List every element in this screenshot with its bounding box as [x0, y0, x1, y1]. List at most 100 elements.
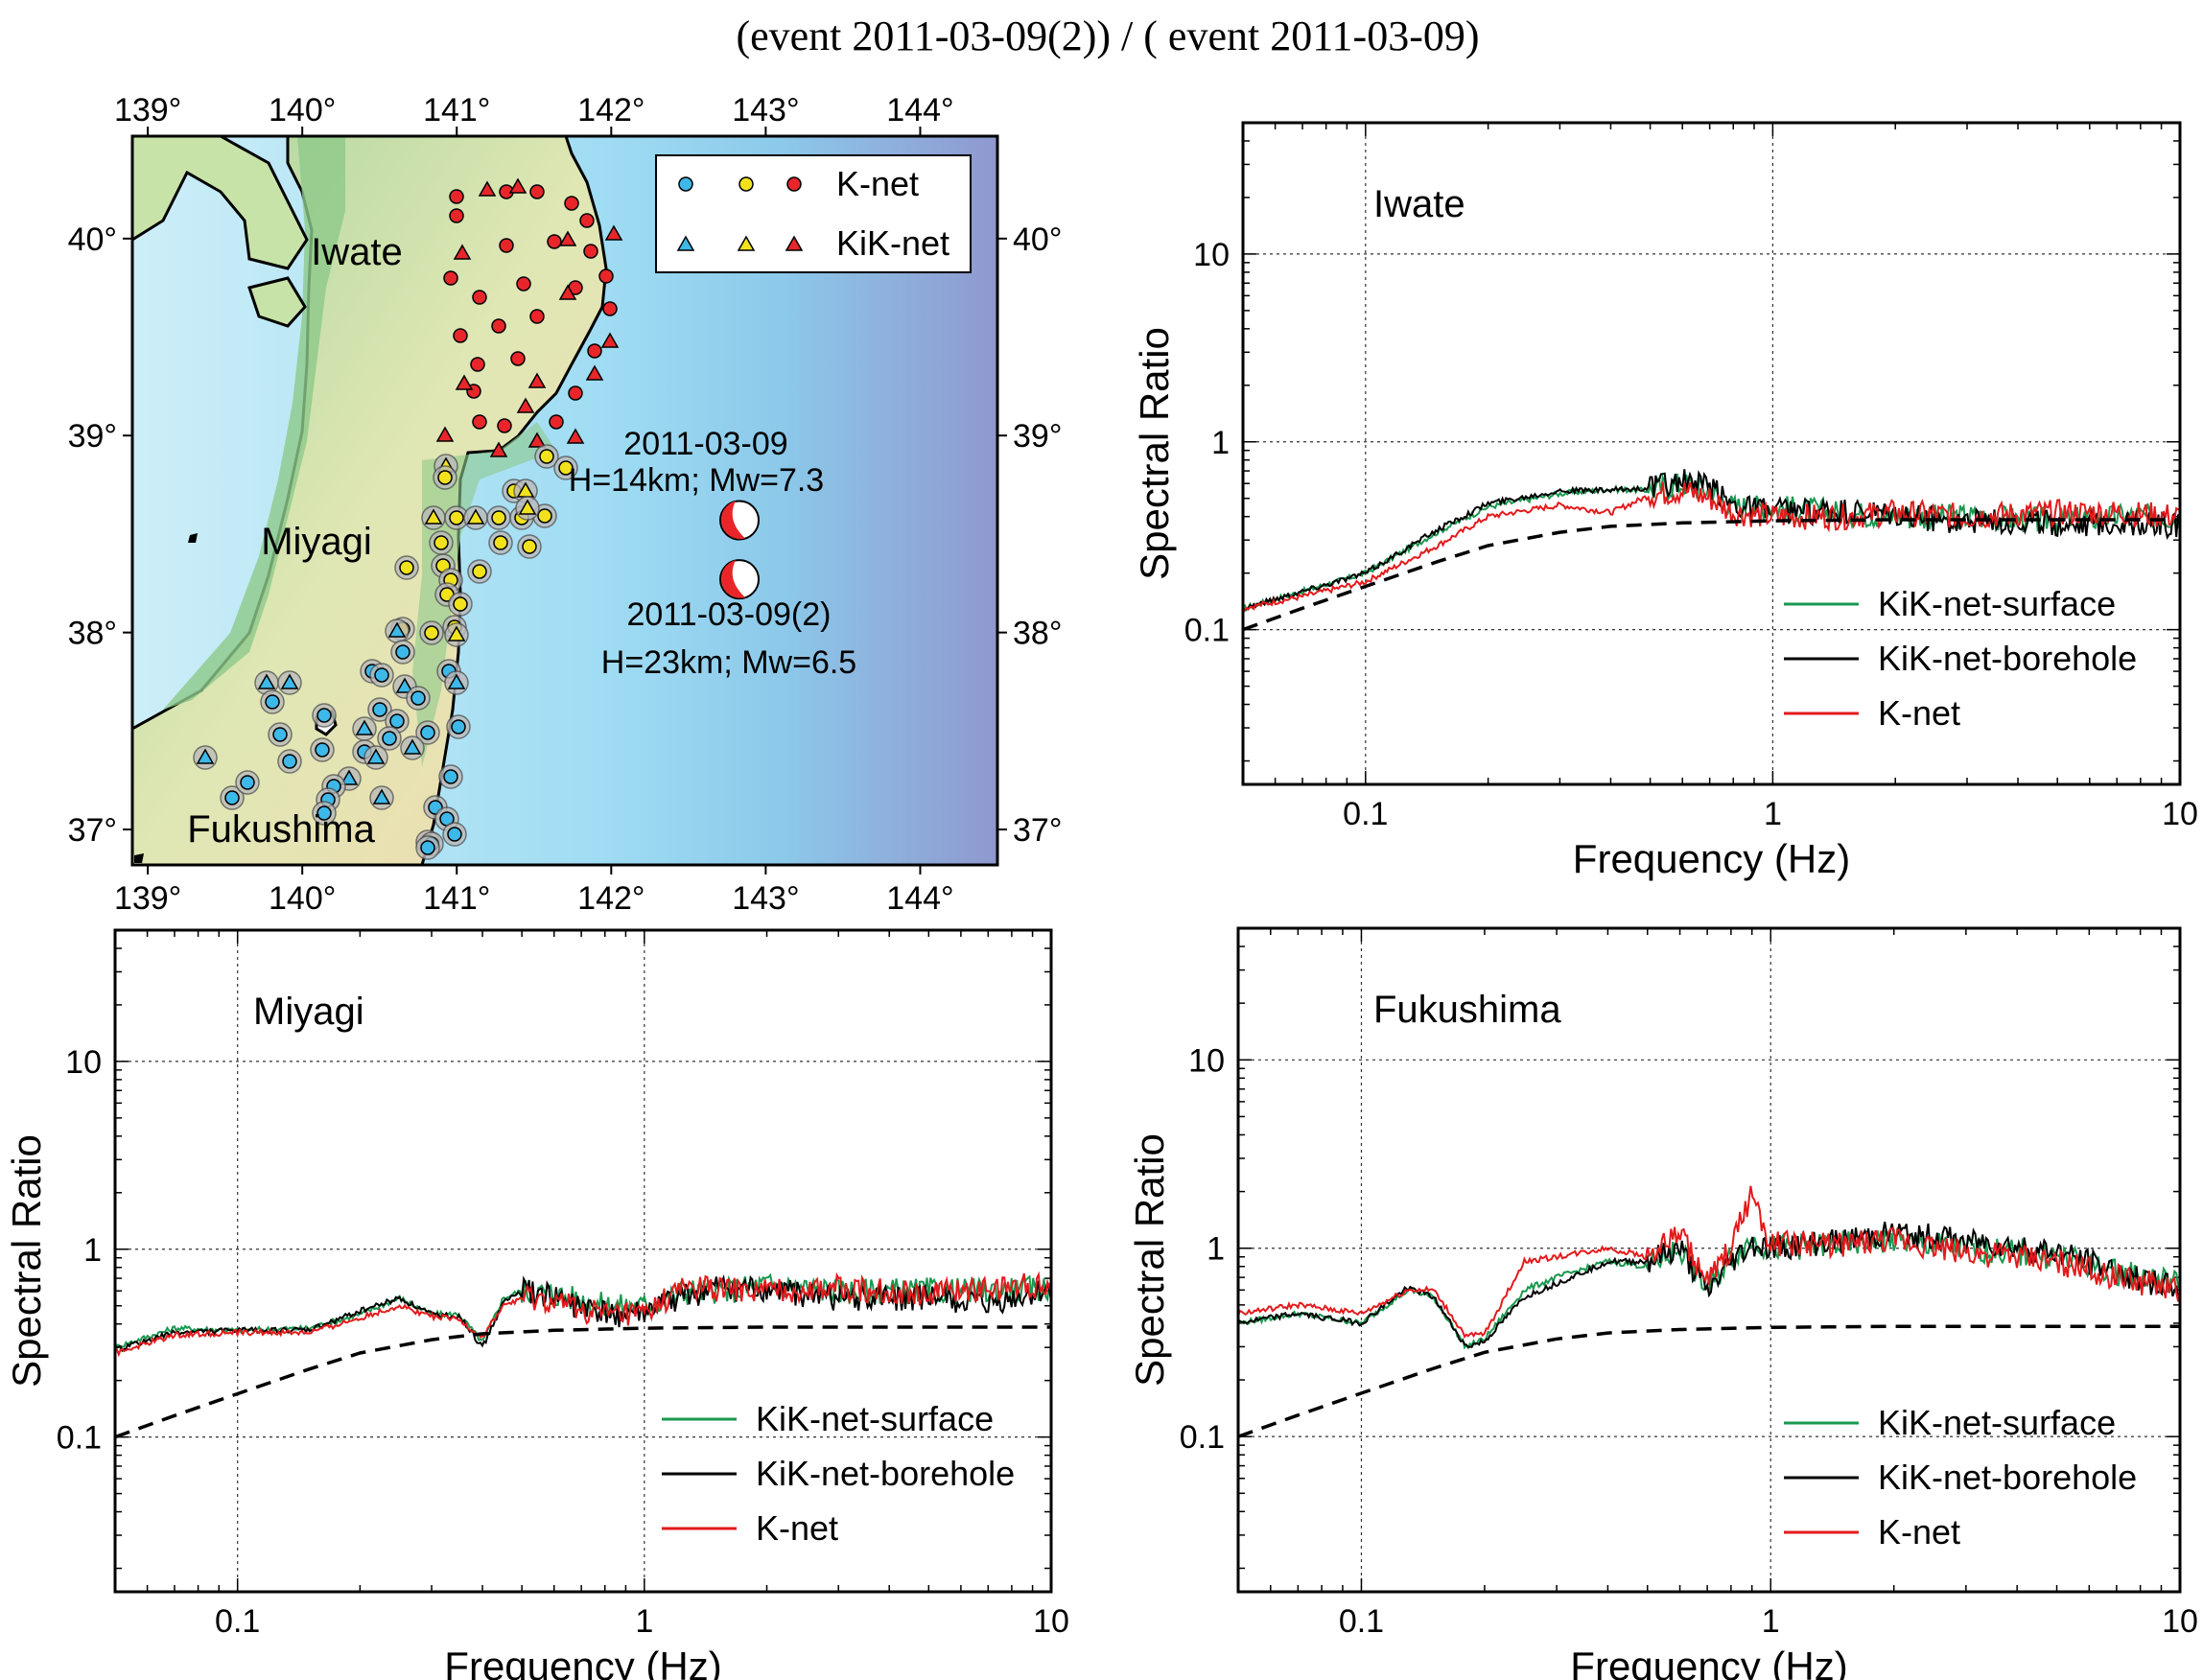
island-awashima — [188, 533, 198, 543]
legend-knet-marker-red — [786, 176, 802, 192]
dashed-reference-line — [115, 1325, 1051, 1439]
map-stations — [193, 177, 623, 860]
station-knet-marker — [272, 727, 288, 742]
legend-kiknet-marker-blue — [676, 235, 695, 251]
map-lon-label-top: 141° — [423, 92, 490, 128]
y-axis-label: Spectral Ratio — [1132, 327, 1177, 580]
station-knet-marker — [382, 731, 397, 746]
y-tick-label: 0.1 — [1180, 1419, 1225, 1456]
map-axis-ticks: 139° 139° 140° 140° 141° 141° 142° 142° 143° 143°… — [68, 92, 1063, 917]
station-knet-marker — [598, 268, 614, 284]
x-tick-label: 1 — [1762, 1603, 1780, 1640]
station-knet-marker — [453, 596, 468, 612]
y-tick-label: 1 — [1207, 1231, 1225, 1268]
station-knet-marker — [583, 244, 598, 259]
station-knet-marker — [516, 276, 531, 292]
station-kiknet-marker — [489, 441, 508, 457]
station-knet-marker — [522, 539, 537, 554]
figure-title: (event 2011-03-09(2)) / ( event 2011-03-… — [736, 12, 1479, 59]
station-knet-marker — [510, 351, 526, 366]
series-line-kik-net-borehole — [115, 1273, 1051, 1353]
station-knet-marker — [449, 189, 464, 204]
panel-miyagi: 0.1 1 10 0.1 1 10 Frequency (Hz) Spectral Ratio… — [4, 928, 1069, 1680]
event1-detail: H=14km; Mw=7.3 — [569, 462, 824, 499]
region-label-iwate: Iwate — [311, 231, 403, 273]
station-knet-marker — [470, 357, 485, 372]
station-kiknet-marker — [518, 499, 537, 515]
y-tick-label: 1 — [1211, 425, 1230, 461]
station-knet-marker — [395, 644, 410, 660]
x-tick-label: 1 — [635, 1603, 653, 1640]
station-knet-marker — [443, 270, 458, 286]
station-knet-marker — [434, 535, 449, 550]
station-knet-marker — [374, 667, 389, 683]
land-green-east — [412, 422, 556, 767]
station-kiknet-marker — [355, 719, 374, 735]
y-tick-label: 10 — [65, 1044, 102, 1081]
station-kiknet-marker — [447, 625, 466, 642]
station-kiknet-marker — [478, 180, 497, 197]
station-kiknet-marker — [196, 748, 215, 764]
station-kiknet-marker — [566, 428, 585, 444]
station-kiknet-marker — [424, 508, 443, 525]
series-group — [1238, 1185, 2180, 1438]
station-knet-marker — [410, 690, 426, 706]
region-label-fukushima: Fukushima — [187, 808, 375, 851]
legend-label: KiK-net-borehole — [1878, 639, 2137, 678]
legend-label: KiK-net-borehole — [756, 1454, 1015, 1493]
legend-label: KiK-net-borehole — [1878, 1458, 2137, 1497]
x-tick-label: 10 — [2162, 1603, 2198, 1640]
map-lon-label-top: 139° — [114, 92, 181, 128]
y-axis-label: Spectral Ratio — [4, 1134, 49, 1388]
station-knet-marker — [240, 775, 255, 790]
map-legend: K-net KiK-net — [655, 154, 972, 273]
station-knet-marker — [499, 238, 514, 253]
panel-fukushima: 0.1 1 10 0.1 1 10 Frequency (Hz) Spectral Ratio… — [1127, 926, 2198, 1680]
station-knet-marker — [315, 742, 330, 758]
panel-label: Miyagi — [253, 991, 364, 1033]
station-knet-marker — [537, 508, 552, 524]
series-group — [115, 1271, 1051, 1439]
station-kiknet-marker — [280, 673, 299, 689]
x-tick-label: 1 — [1764, 796, 1782, 832]
map-lat-label-left: 37° — [68, 812, 117, 849]
legend-label: K-net — [1878, 693, 1960, 733]
station-knet-marker — [472, 564, 487, 579]
station-knet-marker — [316, 805, 332, 821]
legend-knet-marker-yellow — [738, 176, 754, 192]
legend-label: K-net — [756, 1508, 838, 1548]
x-axis-label: Frequency (Hz) — [1570, 1644, 1847, 1680]
station-kiknet-marker — [516, 397, 535, 413]
station-knet-marker — [453, 328, 468, 343]
legend-label: K-net — [1878, 1512, 1960, 1552]
station-kiknet-marker — [447, 673, 466, 689]
station-knet-marker — [265, 694, 280, 710]
station-knet-marker — [282, 754, 297, 769]
x-tick-label: 10 — [1033, 1603, 1069, 1640]
station-kiknet-marker — [403, 738, 422, 755]
station-kiknet-marker — [604, 224, 623, 241]
land-green-west — [163, 136, 345, 710]
series-group — [1243, 469, 2180, 632]
station-kiknet-marker — [455, 374, 474, 390]
legend-knet-marker-blue — [678, 176, 693, 192]
map-lat-label-left: 39° — [68, 418, 117, 455]
station-knet-marker — [579, 213, 595, 228]
y-tick-label: 1 — [83, 1232, 102, 1269]
station-knet-marker — [529, 309, 545, 324]
event2-label: 2011-03-09(2) — [627, 596, 832, 633]
plot-frame — [1241, 121, 2182, 786]
series-line-k-net — [1238, 1185, 2180, 1339]
y-tick-label: 10 — [1188, 1042, 1225, 1079]
station-kiknet-marker — [558, 230, 577, 246]
dashed-reference-line — [1243, 518, 2180, 632]
station-knet-marker — [443, 769, 458, 784]
station-kiknet-marker — [527, 432, 547, 448]
station-kiknet-marker — [435, 426, 455, 442]
map-lon-label-bottom: 139° — [114, 880, 181, 917]
station-knet-marker — [447, 827, 462, 842]
station-knet-marker — [449, 208, 464, 223]
y-tick-label: 0.1 — [1184, 613, 1230, 649]
map-lon-label-bottom: 143° — [732, 880, 799, 917]
